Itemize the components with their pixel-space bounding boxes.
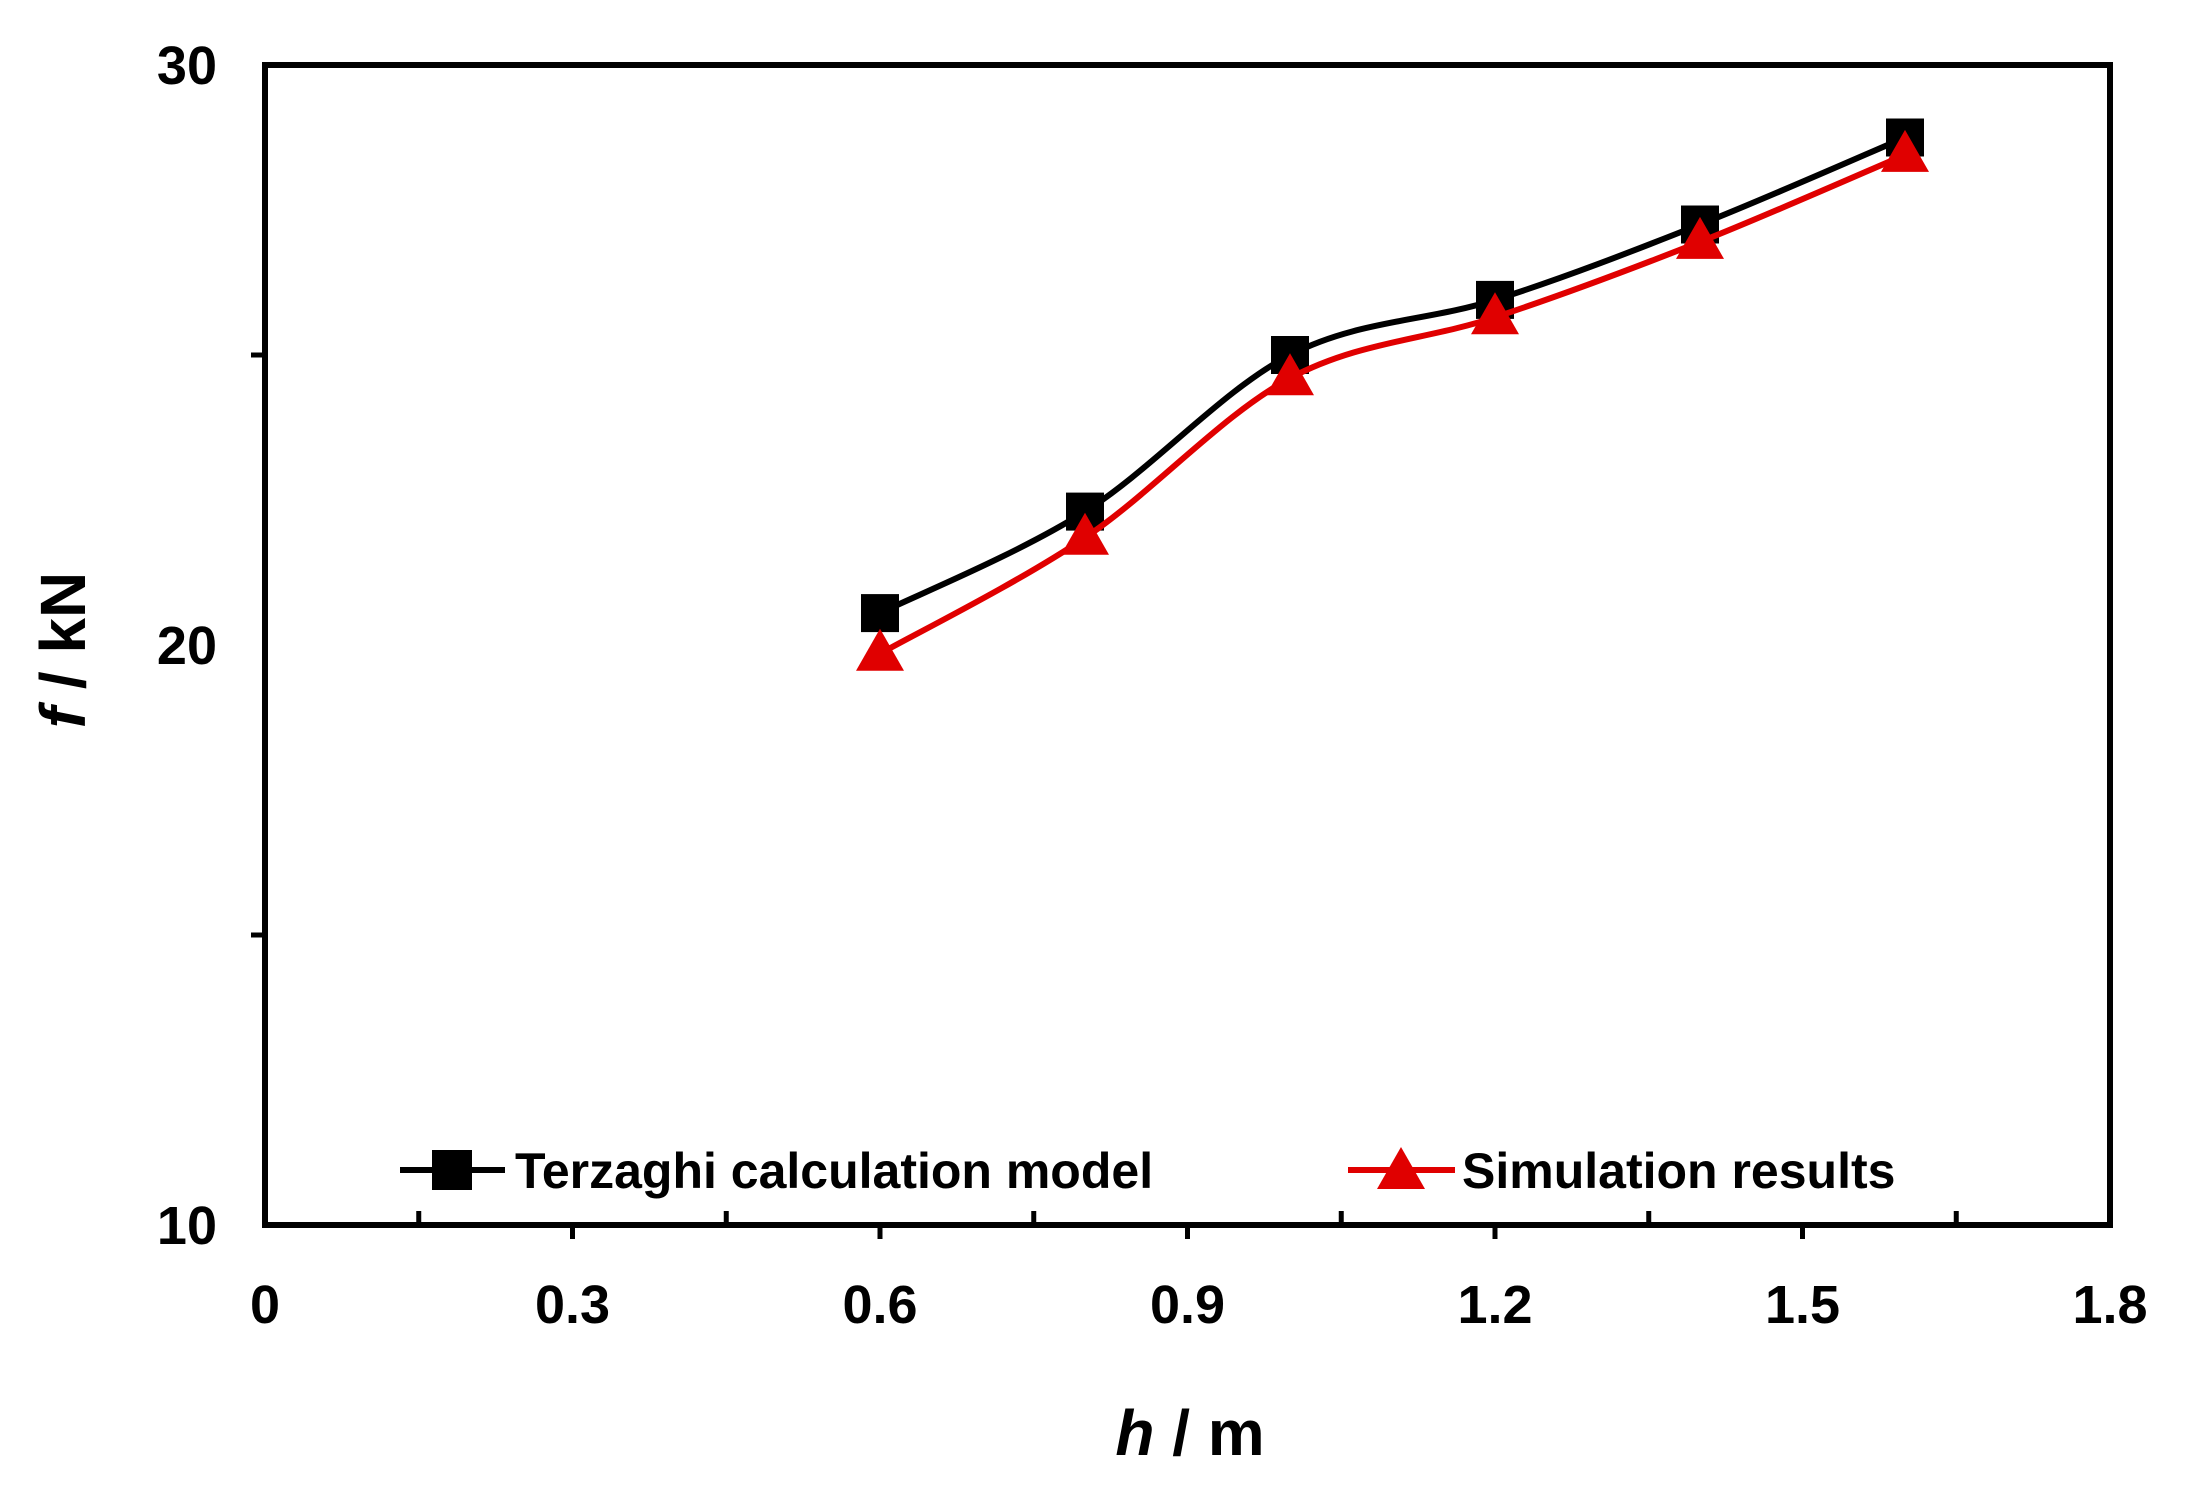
y-axis-tick-labels: 10 20 30 [157, 36, 217, 1256]
y-axis-ticks [251, 352, 265, 938]
x-axis-tick-labels: 0 0.3 0.6 0.9 1.2 1.5 1.8 [250, 1275, 2148, 1335]
x-tick-label-3: 0.9 [1150, 1275, 1225, 1335]
y-axis-title-unit: / kN [27, 572, 99, 707]
legend: Terzaghi calculation model Simulation re… [400, 1143, 1895, 1199]
data-point-simulation-5 [1881, 129, 1929, 172]
data-point-simulation-2 [1266, 353, 1314, 396]
data-point-simulation-1 [1061, 512, 1109, 555]
x-axis-title-variable: h [1115, 1397, 1154, 1469]
x-tick-label-1: 0.3 [535, 1275, 610, 1335]
plot-area-frame [262, 62, 2113, 1228]
x-tick-label-0: 0 [250, 1275, 280, 1335]
series-layer [856, 118, 1929, 671]
legend-marker-triangle [1377, 1147, 1425, 1189]
legend-label-simulation: Simulation results [1462, 1143, 1895, 1199]
legend-marker-square [432, 1150, 472, 1190]
y-tick-label-2: 30 [157, 36, 217, 96]
x-tick-label-5: 1.5 [1765, 1275, 1840, 1335]
y-axis-title: f / kN [27, 572, 99, 728]
data-point-simulation-4 [1676, 216, 1724, 259]
y-tick-label-1: 20 [157, 616, 217, 676]
x-axis-title: h / m [1115, 1397, 1264, 1469]
data-point-simulation-0 [856, 628, 904, 671]
legend-label-terzaghi: Terzaghi calculation model [515, 1143, 1153, 1199]
legend-item-simulation: Simulation results [1348, 1143, 1895, 1199]
series-line-simulation [878, 152, 1907, 657]
x-tick-label-2: 0.6 [842, 1275, 917, 1335]
legend-item-terzaghi: Terzaghi calculation model [400, 1143, 1153, 1199]
x-axis-title-unit: / m [1154, 1397, 1264, 1469]
data-point-simulation-3 [1471, 292, 1519, 335]
data-point-terzaghi-0 [861, 594, 899, 633]
x-tick-label-6: 1.8 [2072, 1275, 2147, 1335]
y-tick-label-0: 10 [157, 1196, 217, 1256]
x-tick-label-4: 1.2 [1457, 1275, 1532, 1335]
x-axis-ticks [416, 1211, 1959, 1239]
series-line-terzaghi [878, 134, 1907, 616]
